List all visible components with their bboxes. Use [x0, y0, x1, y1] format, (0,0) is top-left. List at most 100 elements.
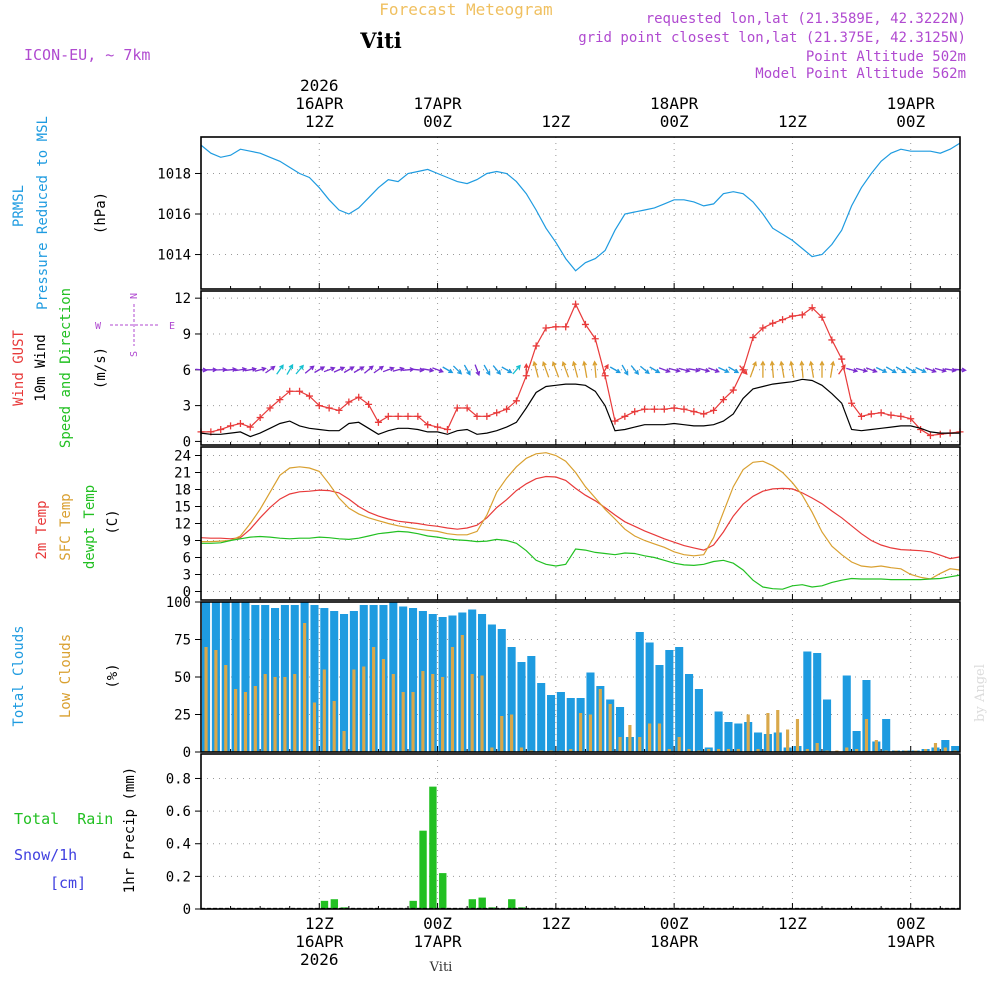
- wind-direction-arrow: [829, 360, 836, 378]
- gust-marker: [443, 425, 451, 433]
- precip-ylabel: 1hr Precip (mm): [122, 767, 138, 893]
- total-cloud-bar: [330, 611, 339, 752]
- wind-direction-arrow: [561, 361, 570, 378]
- bottom-time-label: 00Z: [896, 914, 925, 933]
- point-altitude: Point Altitude 502m: [806, 49, 966, 65]
- wind-direction-arrow: [333, 366, 346, 373]
- total-cloud-bar: [685, 674, 694, 752]
- wind-direction-arrow: [512, 364, 521, 375]
- wind-direction-arrow: [582, 360, 588, 378]
- wind-direction-arrow: [698, 367, 711, 373]
- gust-marker: [542, 324, 550, 332]
- low-cloud-bar: [372, 647, 376, 752]
- y-tick-label: 0.6: [166, 804, 191, 820]
- gust-marker: [493, 409, 501, 417]
- compass-east: E: [169, 321, 175, 332]
- gust-marker: [325, 404, 333, 412]
- low-cloud-bar: [312, 702, 317, 752]
- bottom-time-label: 17APR: [413, 932, 462, 951]
- total-cloud-bar: [645, 642, 654, 752]
- wind-direction-arrow: [649, 366, 661, 374]
- gust-marker: [483, 412, 491, 420]
- gust-marker: [877, 409, 885, 417]
- wind-direction-arrow: [621, 364, 629, 376]
- gust-marker: [660, 405, 668, 413]
- wind-direction-arrow: [944, 367, 957, 373]
- panel-clouds: 0 25 50 75 100: [166, 595, 961, 761]
- wind-direction-arrow: [483, 364, 491, 376]
- rain-bar: [330, 899, 339, 909]
- wind-direction-arrow: [658, 367, 671, 373]
- y-tick-label: 9: [183, 534, 191, 550]
- pressure-label-1: PRMSL: [11, 185, 27, 227]
- total-cloud-bar: [724, 722, 733, 752]
- series-line-temp2m: [200, 475, 961, 560]
- gust-marker: [305, 392, 313, 400]
- low-cloud-bar: [638, 737, 642, 752]
- pressure-ylabel: (hPa): [93, 192, 109, 234]
- low-cloud-bar: [253, 686, 257, 752]
- gust-marker: [601, 372, 609, 380]
- wind-direction-arrow: [885, 366, 897, 374]
- low-cloud-bar: [579, 713, 583, 752]
- wind-direction-arrow: [639, 365, 650, 375]
- total-cloud-bar: [665, 650, 674, 752]
- gust-marker: [384, 412, 392, 420]
- wind-direction-arrow: [760, 360, 766, 378]
- low-cloud-bar: [450, 647, 455, 752]
- low-cloud-bar: [263, 674, 267, 752]
- low-cloud-bar: [431, 674, 435, 752]
- gust-marker: [680, 405, 688, 413]
- series-line-dewpoint: [201, 530, 961, 590]
- top-time-label: 19APR: [887, 94, 936, 113]
- model-label: ICON-EU, ~ 7km: [24, 46, 150, 64]
- low-cloud-bar: [411, 692, 415, 752]
- bottom-time-label: 2026: [300, 950, 339, 969]
- low-cloud-bar: [273, 677, 277, 752]
- total-cloud-bar: [754, 732, 763, 752]
- wind-dir-label: Speed and Direction: [58, 288, 74, 448]
- gust-marker: [867, 410, 875, 418]
- gust-marker: [641, 405, 649, 413]
- location-title: Viti: [359, 28, 402, 53]
- wind-direction-arrow: [855, 367, 869, 373]
- bottom-time-label: 19APR: [887, 932, 936, 951]
- low-cloud-bar: [667, 749, 671, 752]
- gust-marker: [779, 316, 787, 324]
- wind-direction-arrow: [739, 365, 748, 376]
- total-cloud-bar: [537, 683, 546, 752]
- rain-bar: [508, 899, 516, 909]
- y-tick-label: 12: [174, 291, 191, 307]
- total-cloud-bar: [497, 629, 506, 752]
- total-cloud-bar: [340, 614, 349, 752]
- gust-marker: [818, 313, 826, 321]
- wind-direction-arrow: [749, 361, 757, 378]
- rain-bar: [429, 786, 437, 909]
- low-cloud-bar: [214, 650, 218, 752]
- low-cloud-bar: [391, 674, 395, 752]
- wind-direction-arrow: [492, 365, 502, 376]
- gust-marker: [848, 399, 856, 407]
- wind-direction-arrow: [668, 367, 681, 373]
- top-time-label: 12Z: [305, 112, 334, 131]
- total-cloud-bar: [655, 665, 664, 752]
- panel-frame: [200, 446, 961, 601]
- gust-marker: [887, 411, 895, 419]
- wind-direction-arrow: [474, 364, 481, 377]
- low-cloud-bar: [441, 677, 445, 752]
- bottom-time-label: 12Z: [778, 914, 807, 933]
- gust-marker: [936, 430, 944, 438]
- total-cloud-bar: [734, 723, 743, 752]
- low-cloud-bar: [598, 689, 602, 752]
- low-cloud-bar: [795, 719, 800, 752]
- gust-marker: [286, 387, 294, 395]
- wind-direction-arrow: [838, 364, 846, 375]
- wind-direction-arrow: [532, 360, 539, 378]
- low-clouds-label: Low Clouds: [58, 634, 74, 718]
- wind-direction-arrow: [412, 367, 425, 373]
- low-cloud-bar: [924, 749, 928, 752]
- wind-direction-arrow: [286, 363, 294, 375]
- total-cloud-bar: [586, 672, 595, 752]
